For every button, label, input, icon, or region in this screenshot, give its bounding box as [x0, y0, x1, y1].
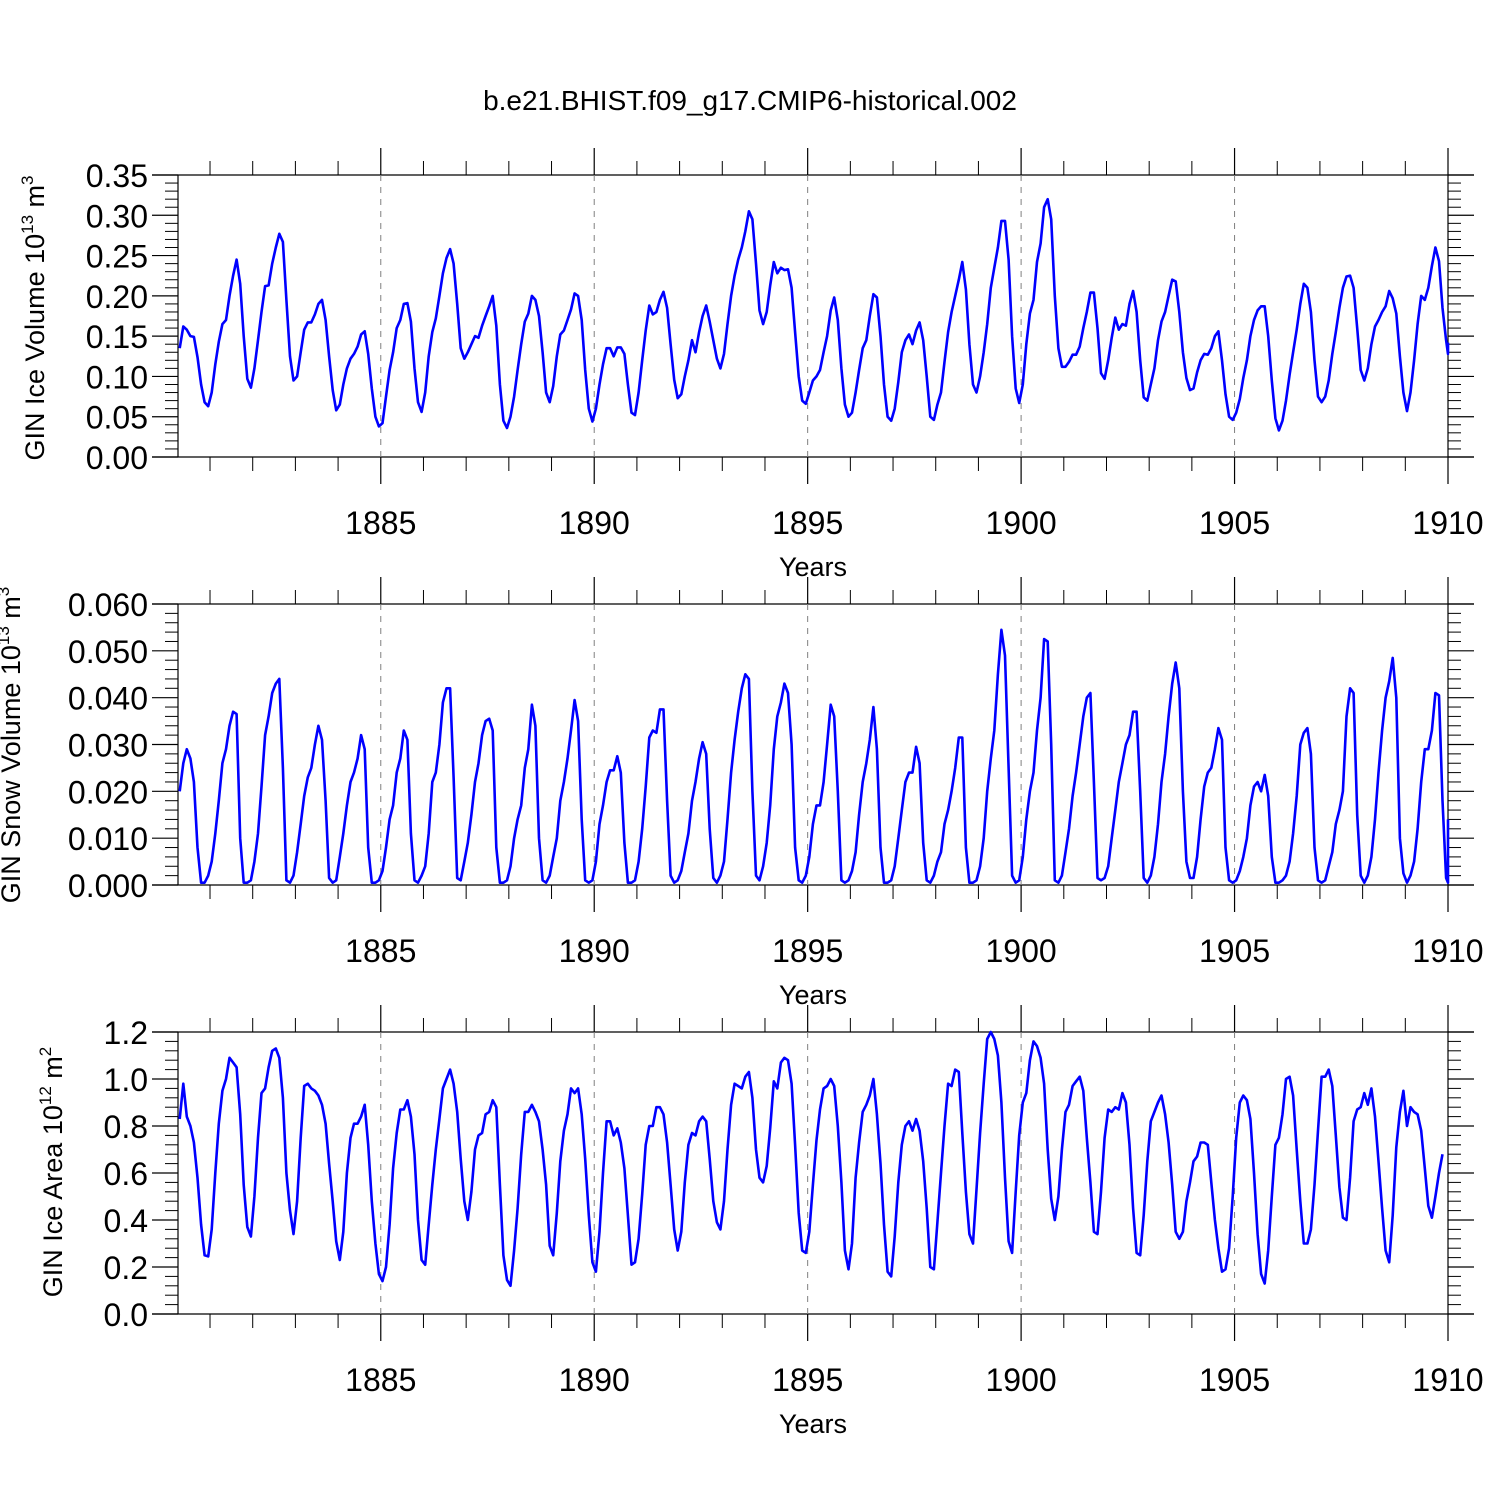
x-axis-label-snow-volume: Years: [779, 980, 847, 1010]
y-tick-label-ice-volume-0: 0.00: [86, 440, 148, 476]
y-tick-label-ice-area-1: 0.2: [104, 1250, 148, 1286]
panel-ice-volume: GIN Ice Volume 1013 m3 Years 1885 1890 189…: [18, 148, 1484, 582]
x-tick-label-snow-volume-1910: 1910: [1412, 933, 1483, 969]
y-tick-label-snow-volume-5: 0.050: [68, 634, 148, 670]
y-axis-label-ice-volume: GIN Ice Volume 1013 m3: [18, 175, 50, 460]
x-tick-label-ice-area-1905: 1905: [1199, 1362, 1270, 1398]
y-tick-label-snow-volume-3: 0.030: [68, 728, 148, 764]
x-tick-label-snow-volume-1895: 1895: [772, 933, 843, 969]
series-line-ice-area: [178, 1030, 1444, 1288]
x-tick-label-snow-volume-1905: 1905: [1199, 933, 1270, 969]
x-tick-label-ice-volume-1900: 1900: [986, 505, 1057, 541]
figure-title: b.e21.BHIST.f09_g17.CMIP6-historical.002: [483, 85, 1017, 116]
y-tick-label-ice-area-0: 0.0: [104, 1297, 148, 1333]
x-tick-label-snow-volume-1900: 1900: [986, 933, 1057, 969]
y-tick-label-ice-volume-7: 0.35: [86, 158, 148, 194]
y-tick-label-snow-volume-6: 0.060: [68, 587, 148, 623]
series-line-ice-volume: [178, 197, 1450, 432]
x-tick-label-ice-volume-1890: 1890: [559, 505, 630, 541]
x-tick-label-ice-volume-1910: 1910: [1412, 505, 1483, 541]
y-tick-label-ice-volume-5: 0.25: [86, 239, 148, 275]
y-tick-label-ice-area-4: 0.8: [104, 1109, 148, 1145]
y-tick-label-snow-volume-2: 0.020: [68, 774, 148, 810]
x-tick-label-ice-area-1890: 1890: [559, 1362, 630, 1398]
y-tick-label-ice-area-6: 1.2: [104, 1015, 148, 1051]
y-axis-label-snow-volume: GIN Snow Volume 1013 m3: [0, 587, 26, 904]
y-tick-label-ice-volume-4: 0.20: [86, 279, 148, 315]
panel-snow-volume: GIN Snow Volume 1013 m3 Years 1885 1890 18…: [0, 577, 1484, 1010]
x-tick-label-snow-volume-1890: 1890: [559, 933, 630, 969]
x-tick-label-ice-area-1895: 1895: [772, 1362, 843, 1398]
y-axis-label-ice-area: GIN Ice Area 1012 m2: [36, 1047, 68, 1298]
x-tick-label-ice-area-1910: 1910: [1412, 1362, 1483, 1398]
x-tick-label-ice-area-1885: 1885: [345, 1362, 416, 1398]
x-tick-label-ice-volume-1895: 1895: [772, 505, 843, 541]
y-tick-label-ice-volume-1: 0.05: [86, 400, 148, 436]
x-tick-label-snow-volume-1885: 1885: [345, 933, 416, 969]
y-tick-label-snow-volume-1: 0.010: [68, 821, 148, 857]
y-tick-label-ice-volume-6: 0.30: [86, 198, 148, 234]
x-axis-label-ice-area: Years: [779, 1409, 847, 1439]
y-tick-label-ice-area-5: 1.0: [104, 1062, 148, 1098]
y-tick-label-snow-volume-4: 0.040: [68, 681, 148, 717]
x-axis-label-ice-volume: Years: [779, 552, 847, 582]
x-tick-label-ice-volume-1905: 1905: [1199, 505, 1270, 541]
y-tick-label-snow-volume-0: 0.000: [68, 868, 148, 904]
y-tick-label-ice-volume-3: 0.15: [86, 319, 148, 355]
x-tick-label-ice-area-1900: 1900: [986, 1362, 1057, 1398]
y-tick-label-ice-area-3: 0.6: [104, 1156, 148, 1192]
panel-ice-area: GIN Ice Area 1012 m2 Years 1885 1890 1895 1…: [36, 1005, 1484, 1439]
y-tick-label-ice-area-2: 0.4: [104, 1203, 148, 1239]
y-tick-label-ice-volume-2: 0.10: [86, 359, 148, 395]
x-tick-label-ice-volume-1885: 1885: [345, 505, 416, 541]
series-line-snow-volume: [178, 628, 1450, 885]
